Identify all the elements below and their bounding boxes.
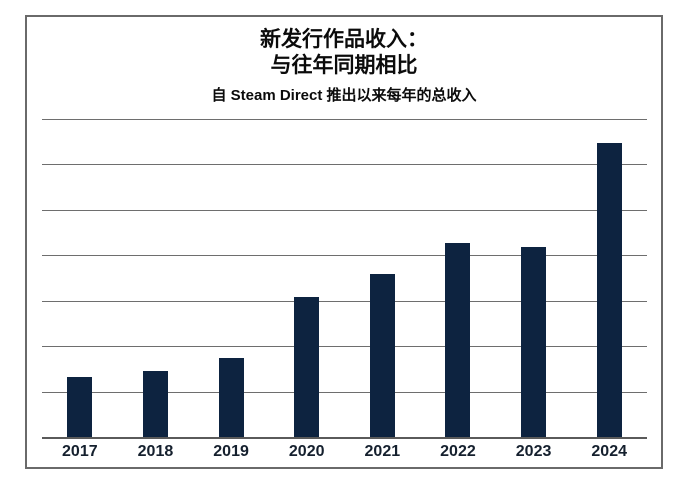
chart-header: 新发行作品收入： 与往年同期相比 自 Steam Direct 推出以来每年的总… [27,17,661,105]
gridline [42,164,647,166]
bar-2023 [521,246,547,437]
x-axis-labels: 2017 2018 2019 2020 2021 2022 2023 2024 [42,443,647,461]
bar-column-2021 [345,119,421,437]
x-axis-baseline [42,437,647,439]
gridline [42,300,647,302]
bar-2018 [142,370,168,437]
bar-2019 [218,358,244,437]
plot-area [42,119,647,439]
bar-column-2017 [42,119,118,437]
x-tick-label-2023: 2023 [515,443,552,460]
gridline [42,391,647,393]
x-tick-label-2017: 2017 [62,443,98,460]
bar-2022 [445,242,471,437]
x-tick-label-2018: 2018 [137,443,174,460]
gridline [42,346,647,348]
gridlines-layer [42,119,647,439]
x-tick-label-2020: 2020 [288,443,325,460]
bar-column-2022 [420,119,496,437]
bar-2017 [67,377,93,437]
x-tick-label-2019: 2019 [213,443,249,460]
bars-layer [42,119,647,437]
bar-2021 [369,274,395,437]
chart-frame: 新发行作品收入： 与往年同期相比 自 Steam Direct 推出以来每年的总… [25,15,663,469]
x-tick-label-2022: 2022 [440,443,476,460]
bar-2020 [294,296,320,437]
chart-subtitle: 自 Steam Direct 推出以来每年的总收入 [211,87,477,104]
gridline [42,209,647,211]
bar-column-2023 [496,119,572,437]
chart-title-line2: 与往年同期相比 [270,54,418,77]
bar-column-2024 [571,119,647,437]
x-tick-label-2024: 2024 [591,443,627,460]
bar-2024 [596,142,622,437]
gridline [42,255,647,257]
bar-column-2018 [118,119,194,437]
bar-column-2019 [193,119,269,437]
gridline [42,119,647,120]
x-tick-label-2021: 2021 [364,443,401,460]
bar-column-2020 [269,119,345,437]
chart-title-line1: 新发行作品收入： [260,28,428,51]
